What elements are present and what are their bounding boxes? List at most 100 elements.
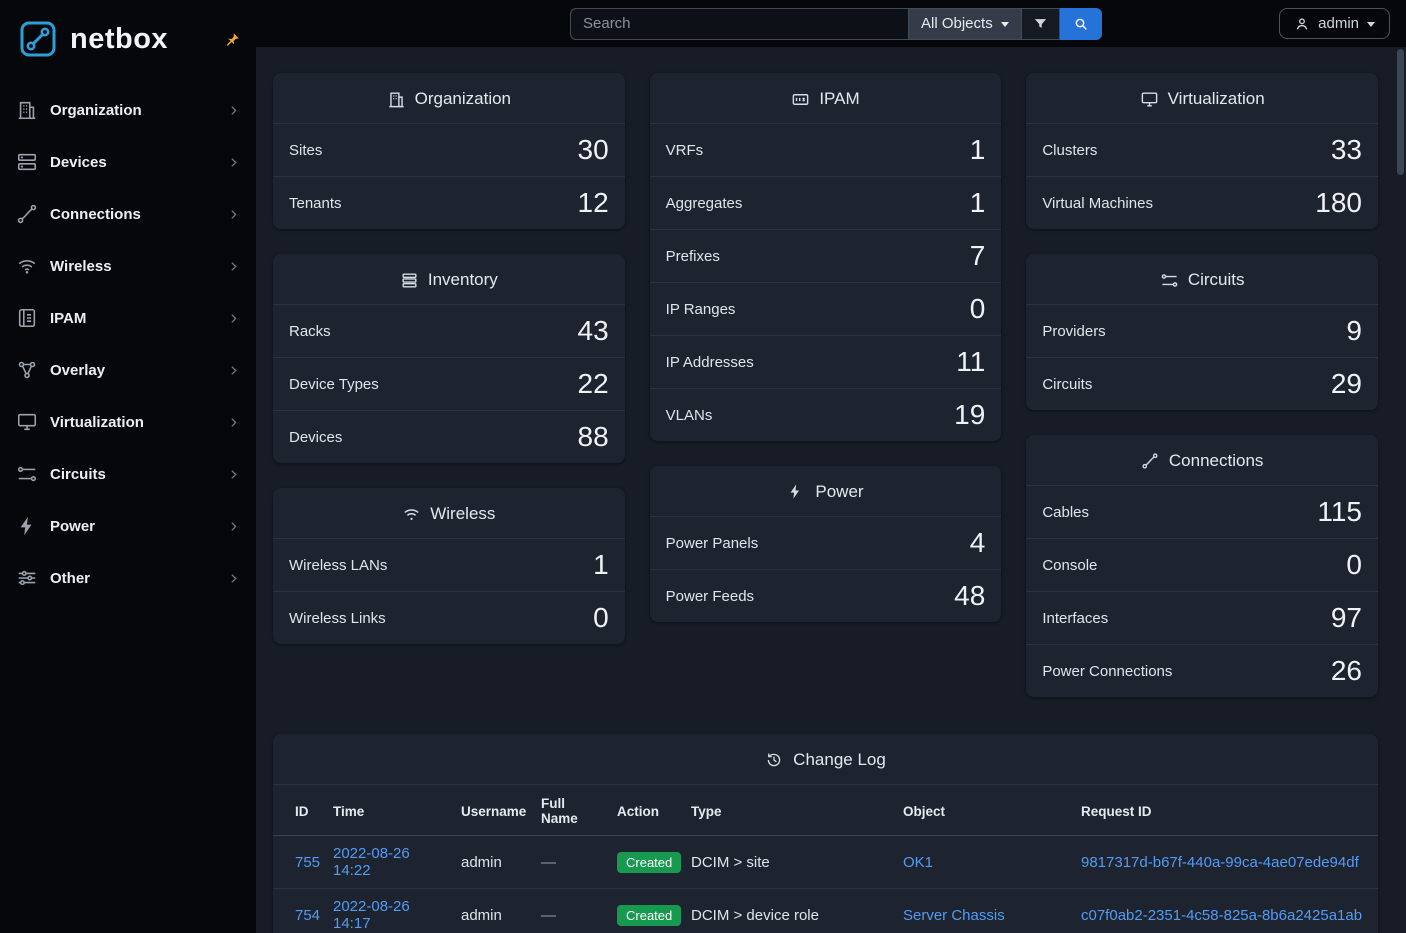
dashboard: Organization Sites 30 Tenants 12 Invento… bbox=[256, 47, 1406, 933]
changelog-username: admin bbox=[461, 853, 502, 871]
pin-sidebar-icon[interactable] bbox=[225, 32, 240, 47]
stat-row-aggregates[interactable]: Aggregates 1 bbox=[649, 176, 1002, 229]
stat-row-racks[interactable]: Racks 43 bbox=[273, 305, 625, 357]
changelog-type: DCIM > device role bbox=[681, 888, 893, 933]
stat-row-virtual-machines[interactable]: Virtual Machines 180 bbox=[1026, 176, 1378, 229]
stat-row-circuits[interactable]: Circuits 29 bbox=[1026, 357, 1378, 410]
scrollbar-thumb[interactable] bbox=[1397, 49, 1404, 175]
stat-row-device-types[interactable]: Device Types 22 bbox=[273, 357, 625, 410]
card-header: IPAM bbox=[649, 73, 1002, 124]
stat-label: IP Addresses bbox=[665, 353, 754, 371]
card-header: Virtualization bbox=[1026, 73, 1378, 124]
card-header: Inventory bbox=[273, 254, 625, 305]
stat-row-vlans[interactable]: VLANs 19 bbox=[649, 388, 1002, 441]
stat-value: 97 bbox=[1330, 602, 1362, 633]
changelog-time-link[interactable]: 2022-08-26 14:22 bbox=[333, 845, 410, 879]
sidebar-item-connections[interactable]: Connections bbox=[0, 188, 256, 240]
stat-label: Power Feeds bbox=[665, 587, 755, 605]
brand-name[interactable]: netbox bbox=[70, 22, 169, 55]
sidebar-item-overlay[interactable]: Overlay bbox=[0, 344, 256, 396]
stat-row-clusters[interactable]: Clusters 33 bbox=[1026, 124, 1378, 176]
stat-row-wireless-links[interactable]: Wireless Links 0 bbox=[273, 591, 625, 644]
ipam-card: IPAM VRFs 1 Aggregates 1 Prefixes 7 IP R… bbox=[649, 73, 1002, 441]
wireless-card: Wireless Wireless LANs 1 Wireless Links … bbox=[273, 488, 625, 644]
netbox-logo-icon[interactable] bbox=[16, 17, 60, 61]
chevron-right-icon bbox=[227, 572, 240, 585]
sliders-icon bbox=[16, 567, 38, 589]
object-type-button[interactable]: All Objects bbox=[908, 7, 1022, 40]
building-icon bbox=[387, 90, 406, 109]
card-header: Circuits bbox=[1026, 254, 1378, 305]
changelog-request-id-link[interactable]: c07f0ab2-2351-4c58-825a-8b6a2425a1ab bbox=[1081, 906, 1363, 924]
sidebar-item-label: Overlay bbox=[50, 361, 106, 379]
connections-card: Connections Cables 115 Console 0 Interfa… bbox=[1026, 435, 1378, 697]
column-header-action: Action bbox=[607, 785, 681, 836]
stat-row-vrfs[interactable]: VRFs 1 bbox=[650, 124, 1002, 176]
sidebar-item-devices[interactable]: Devices bbox=[0, 136, 256, 188]
stat-value: 11 bbox=[956, 346, 986, 377]
stat-label: Circuits bbox=[1042, 375, 1093, 393]
sidebar-item-wireless[interactable]: Wireless bbox=[0, 240, 256, 292]
sidebar-item-ipam[interactable]: IPAM bbox=[0, 292, 256, 344]
sidebar-item-label: Other bbox=[50, 569, 91, 587]
chevron-right-icon bbox=[227, 468, 240, 481]
stat-row-power-feeds[interactable]: Power Feeds 48 bbox=[649, 569, 1002, 622]
stat-label: Wireless Links bbox=[289, 609, 386, 627]
stat-row-providers[interactable]: Providers 9 bbox=[1026, 305, 1378, 357]
stat-row-power-connections[interactable]: Power Connections 26 bbox=[1026, 644, 1378, 697]
sidebar-item-virtualization[interactable]: Virtualization bbox=[0, 396, 256, 448]
search-button[interactable] bbox=[1059, 7, 1102, 40]
sidebar-item-label: Connections bbox=[50, 205, 141, 223]
stat-row-cables[interactable]: Cables 115 bbox=[1026, 486, 1378, 538]
history-icon bbox=[765, 751, 784, 770]
created-badge: Created bbox=[617, 904, 682, 926]
stat-label: Console bbox=[1042, 556, 1098, 574]
chevron-right-icon bbox=[227, 156, 240, 169]
search-input[interactable] bbox=[570, 7, 908, 40]
global-search: All Objects bbox=[570, 7, 1102, 40]
card-title: Virtualization bbox=[1167, 89, 1265, 108]
topbar: All Objects admin bbox=[256, 0, 1406, 47]
stat-value: 0 bbox=[1346, 549, 1362, 580]
changelog-time-link[interactable]: 2022-08-26 14:17 bbox=[333, 898, 410, 932]
sidebar-item-power[interactable]: Power bbox=[0, 500, 256, 552]
changelog-id-link[interactable]: 755 bbox=[295, 853, 321, 871]
stat-label: Tenants bbox=[289, 194, 342, 212]
stat-label: Power Panels bbox=[665, 534, 759, 552]
changelog-id-link[interactable]: 754 bbox=[295, 906, 321, 924]
table-row: 755 2022-08-26 14:22 admin — Created DCI… bbox=[273, 836, 1378, 889]
stat-row-ip-ranges[interactable]: IP Ranges 0 bbox=[649, 282, 1002, 335]
chevron-right-icon bbox=[227, 104, 240, 117]
stat-row-tenants[interactable]: Tenants 12 bbox=[273, 176, 625, 229]
stat-row-devices[interactable]: Devices 88 bbox=[273, 410, 625, 463]
dashboard-grid: Organization Sites 30 Tenants 12 Invento… bbox=[273, 73, 1378, 697]
user-menu-button[interactable]: admin bbox=[1279, 8, 1390, 39]
stat-row-prefixes[interactable]: Prefixes 7 bbox=[649, 229, 1002, 282]
funnel-icon bbox=[1033, 16, 1048, 31]
filter-button[interactable] bbox=[1021, 7, 1060, 40]
stat-value: 115 bbox=[1317, 496, 1362, 527]
sidebar-item-other[interactable]: Other bbox=[0, 552, 256, 604]
change-log-card: Change Log ID Time Username Full Name Ac… bbox=[273, 734, 1378, 933]
cable-icon bbox=[16, 203, 38, 225]
chevron-right-icon bbox=[227, 260, 240, 273]
changelog-request-id-link[interactable]: 9817317d-b67f-440a-99ca-4ae07ede94df bbox=[1081, 853, 1359, 871]
stat-row-interfaces[interactable]: Interfaces 97 bbox=[1026, 591, 1378, 644]
stat-value: 33 bbox=[1330, 134, 1362, 165]
changelog-object-link[interactable]: OK1 bbox=[903, 853, 934, 871]
sidebar-item-organization[interactable]: Organization bbox=[0, 84, 256, 136]
stat-row-wireless-lans[interactable]: Wireless LANs 1 bbox=[273, 539, 625, 591]
sidebar: netbox Organization Devices Conn bbox=[0, 0, 256, 933]
stat-row-console[interactable]: Console 0 bbox=[1026, 538, 1378, 591]
caret-down-icon bbox=[1000, 22, 1009, 27]
changelog-object-link[interactable]: Server Chassis bbox=[903, 906, 1005, 924]
sidebar-item-circuits[interactable]: Circuits bbox=[0, 448, 256, 500]
stat-row-ip-addresses[interactable]: IP Addresses 11 bbox=[649, 335, 1002, 388]
changelog-full-name: — bbox=[531, 888, 607, 933]
stat-row-sites[interactable]: Sites 30 bbox=[273, 124, 625, 176]
sidebar-item-label: Wireless bbox=[50, 257, 112, 275]
stat-row-power-panels[interactable]: Power Panels 4 bbox=[650, 517, 1002, 569]
column-header-full-name: Full Name bbox=[531, 785, 607, 836]
chevron-right-icon bbox=[227, 520, 240, 533]
graph-icon bbox=[16, 359, 38, 381]
